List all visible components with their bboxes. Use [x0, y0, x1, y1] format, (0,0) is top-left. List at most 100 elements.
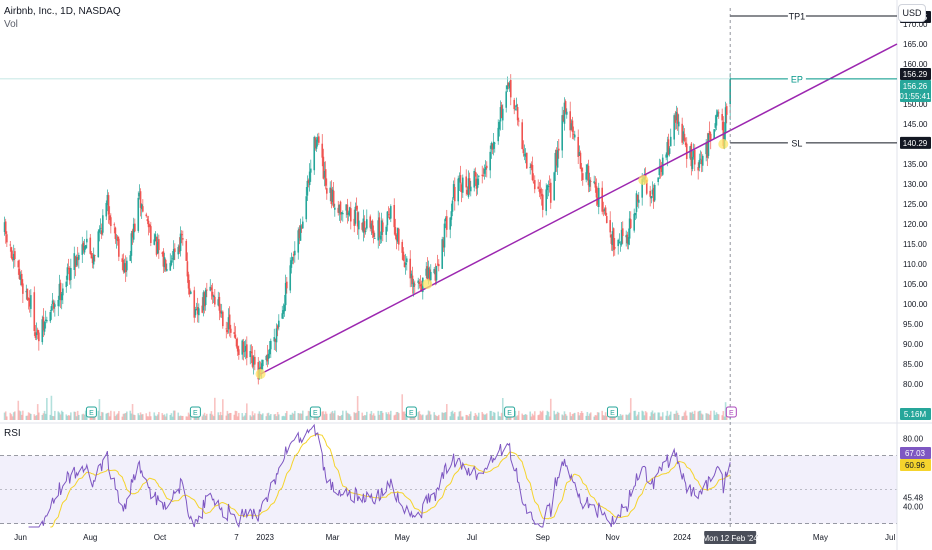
candle-body[interactable] [292, 254, 295, 256]
candle-body[interactable] [124, 263, 127, 273]
candle-body[interactable] [499, 107, 502, 122]
candle-body[interactable] [198, 308, 200, 316]
trendline[interactable] [260, 43, 898, 375]
candle-body[interactable] [97, 231, 100, 258]
candle-body[interactable] [148, 224, 151, 228]
candle-body[interactable] [84, 245, 87, 249]
candle-body[interactable] [705, 142, 707, 155]
candle-body[interactable] [169, 262, 172, 271]
candle-body[interactable] [603, 209, 606, 212]
candle-body[interactable] [721, 114, 723, 121]
candle-body[interactable] [282, 310, 285, 314]
candle-body[interactable] [685, 143, 688, 159]
candle-body[interactable] [674, 115, 677, 123]
candle-body[interactable] [186, 261, 189, 277]
candle-body[interactable] [345, 204, 348, 211]
candle-body[interactable] [82, 242, 85, 251]
candle-body[interactable] [561, 115, 563, 151]
candle-body[interactable] [524, 153, 527, 157]
earnings-icon[interactable] [606, 406, 618, 418]
candle-body[interactable] [697, 167, 699, 171]
candle-body[interactable] [617, 239, 619, 247]
candle-body[interactable] [98, 229, 101, 233]
candle-body[interactable] [139, 191, 142, 208]
candle-body[interactable] [142, 206, 144, 212]
candle-body[interactable] [246, 344, 248, 358]
candle-body[interactable] [188, 288, 191, 295]
candle-body[interactable] [699, 158, 702, 160]
candle-body[interactable] [505, 91, 508, 108]
candle-body[interactable] [385, 226, 388, 235]
candle-body[interactable] [180, 234, 183, 236]
candle-body[interactable] [365, 219, 368, 229]
candle-body[interactable] [58, 283, 61, 300]
candle-body[interactable] [116, 236, 119, 242]
candle-body[interactable] [233, 332, 236, 334]
candle-body[interactable] [604, 207, 607, 216]
candle-body[interactable] [597, 187, 600, 207]
candle-body[interactable] [675, 111, 678, 121]
candle-body[interactable] [220, 311, 223, 314]
candle-body[interactable] [49, 312, 52, 322]
candle-body[interactable] [380, 220, 383, 236]
candle-body[interactable] [308, 171, 311, 186]
candle-body[interactable] [348, 207, 351, 216]
candle-body[interactable] [621, 228, 624, 237]
candle-body[interactable] [610, 234, 613, 244]
candle-body[interactable] [538, 189, 541, 192]
candle-body[interactable] [425, 268, 428, 276]
candle-body[interactable] [477, 175, 480, 177]
candle-body[interactable] [110, 217, 112, 227]
candle-body[interactable] [650, 196, 653, 199]
candle-body[interactable] [201, 305, 204, 313]
candle-body[interactable] [533, 180, 536, 190]
candle-body[interactable] [196, 307, 199, 315]
candle-body[interactable] [107, 195, 110, 215]
candle-body[interactable] [122, 259, 125, 272]
candle-body[interactable] [451, 200, 454, 212]
candle-body[interactable] [322, 156, 325, 179]
candle-body[interactable] [316, 137, 319, 142]
candle-body[interactable] [9, 244, 12, 246]
candle-body[interactable] [89, 237, 92, 254]
candle-body[interactable] [370, 223, 373, 229]
candle-body[interactable] [531, 164, 534, 181]
candle-body[interactable] [99, 227, 102, 229]
candle-body[interactable] [394, 227, 397, 236]
candle-body[interactable] [278, 320, 280, 328]
earnings-icon[interactable] [85, 406, 97, 418]
candle-body[interactable] [362, 218, 365, 233]
candle-body[interactable] [683, 133, 686, 141]
candle-body[interactable] [299, 225, 302, 241]
candle-body[interactable] [572, 134, 575, 135]
candle-body[interactable] [593, 181, 595, 183]
candle-body[interactable] [218, 296, 221, 311]
candle-body[interactable] [27, 298, 30, 301]
candle-body[interactable] [177, 247, 180, 255]
candle-body[interactable] [649, 190, 651, 197]
candle-body[interactable] [713, 129, 715, 139]
candle-body[interactable] [81, 244, 84, 255]
candle-body[interactable] [171, 258, 174, 260]
earnings-icon[interactable] [189, 406, 201, 418]
candle-body[interactable] [123, 263, 126, 273]
candle-body[interactable] [500, 105, 503, 119]
candle-body[interactable] [193, 290, 196, 318]
candle-body[interactable] [17, 260, 20, 268]
candle-body[interactable] [395, 234, 398, 241]
candle-body[interactable] [76, 256, 79, 261]
candle-body[interactable] [442, 240, 445, 248]
candle-body[interactable] [465, 176, 468, 188]
candle-body[interactable] [358, 220, 360, 230]
candle-body[interactable] [461, 177, 464, 193]
candle-body[interactable] [241, 340, 244, 355]
candle-body[interactable] [62, 288, 64, 296]
candle-body[interactable] [501, 108, 504, 121]
candle-body[interactable] [709, 133, 712, 141]
candle-body[interactable] [323, 170, 326, 178]
currency-button[interactable]: USD [898, 4, 926, 22]
candle-body[interactable] [73, 253, 76, 270]
candle-body[interactable] [601, 187, 603, 212]
